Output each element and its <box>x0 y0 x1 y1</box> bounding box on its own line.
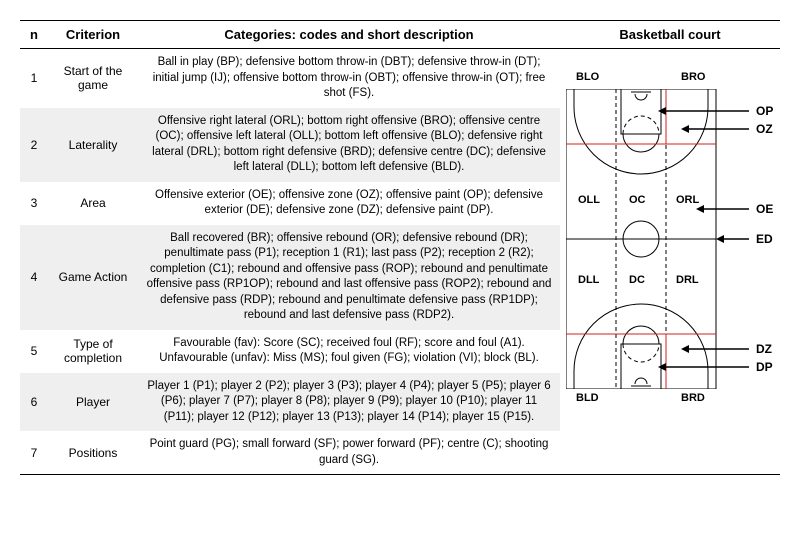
bottom-rule <box>20 474 780 475</box>
rows-container: 1Start of the gameBall in play (BP); def… <box>20 49 560 474</box>
label-op: OP <box>756 104 773 118</box>
label-dll: DLL <box>578 274 599 286</box>
cell-criterion: Type of completion <box>48 331 138 371</box>
table-row: 3AreaOffensive exterior (OE); offensive … <box>20 182 560 225</box>
header-row: n Criterion Categories: codes and short … <box>20 20 780 49</box>
cell-criterion: Positions <box>48 440 138 466</box>
hdr-n: n <box>20 21 48 48</box>
court-column: BLO BRO BLD BRD OP OZ OE ED DZ DP OLL OC… <box>560 49 780 474</box>
label-oc: OC <box>629 194 646 206</box>
label-oz: OZ <box>756 122 773 136</box>
table-row: 6PlayerPlayer 1 (P1); player 2 (P2); pla… <box>20 373 560 432</box>
hdr-categories: Categories: codes and short description <box>138 21 560 48</box>
label-bld: BLD <box>576 392 599 404</box>
label-oe: OE <box>756 202 773 216</box>
cell-criterion: Area <box>48 190 138 216</box>
content-row: 1Start of the gameBall in play (BP); def… <box>20 49 780 474</box>
label-orl: ORL <box>676 194 699 206</box>
cell-n: 2 <box>20 132 48 158</box>
label-dc: DC <box>629 274 645 286</box>
table-row: 5Type of completionFavourable (fav): Sco… <box>20 330 560 373</box>
court-diagram <box>566 89 751 389</box>
cell-desc: Point guard (PG); small forward (SF); po… <box>138 431 560 474</box>
cell-criterion: Game Action <box>48 264 138 290</box>
label-oll: OLL <box>578 194 600 206</box>
cell-criterion: Start of the game <box>48 58 138 98</box>
label-dp: DP <box>756 360 773 374</box>
cell-criterion: Laterality <box>48 132 138 158</box>
hdr-court: Basketball court <box>560 21 780 48</box>
label-drl: DRL <box>676 274 699 286</box>
cell-n: 7 <box>20 440 48 466</box>
hdr-criterion: Criterion <box>48 21 138 48</box>
label-brd: BRD <box>681 392 705 404</box>
label-blo: BLO <box>576 71 599 83</box>
table-wrap: n Criterion Categories: codes and short … <box>20 20 780 475</box>
cell-desc: Player 1 (P1); player 2 (P2); player 3 (… <box>138 373 560 432</box>
cell-n: 4 <box>20 264 48 290</box>
cell-n: 5 <box>20 338 48 364</box>
cell-n: 1 <box>20 65 48 91</box>
cell-desc: Favourable (fav): Score (SC); received f… <box>138 330 560 373</box>
label-bro: BRO <box>681 71 705 83</box>
cell-desc: Offensive right lateral (ORL); bottom ri… <box>138 108 560 182</box>
label-dz: DZ <box>756 342 772 356</box>
cell-criterion: Player <box>48 389 138 415</box>
table-row: 7PositionsPoint guard (PG); small forwar… <box>20 431 560 474</box>
cell-desc: Ball in play (BP); defensive bottom thro… <box>138 49 560 108</box>
label-ed: ED <box>756 232 773 246</box>
cell-n: 6 <box>20 389 48 415</box>
cell-n: 3 <box>20 190 48 216</box>
table-row: 4Game ActionBall recovered (BR); offensi… <box>20 225 560 330</box>
court-box: BLO BRO BLD BRD OP OZ OE ED DZ DP OLL OC… <box>566 89 766 389</box>
table-row: 1Start of the gameBall in play (BP); def… <box>20 49 560 108</box>
table-row: 2LateralityOffensive right lateral (ORL)… <box>20 108 560 182</box>
cell-desc: Ball recovered (BR); offensive rebound (… <box>138 225 560 330</box>
cell-desc: Offensive exterior (OE); offensive zone … <box>138 182 560 225</box>
table-body: n Criterion Categories: codes and short … <box>20 20 780 475</box>
